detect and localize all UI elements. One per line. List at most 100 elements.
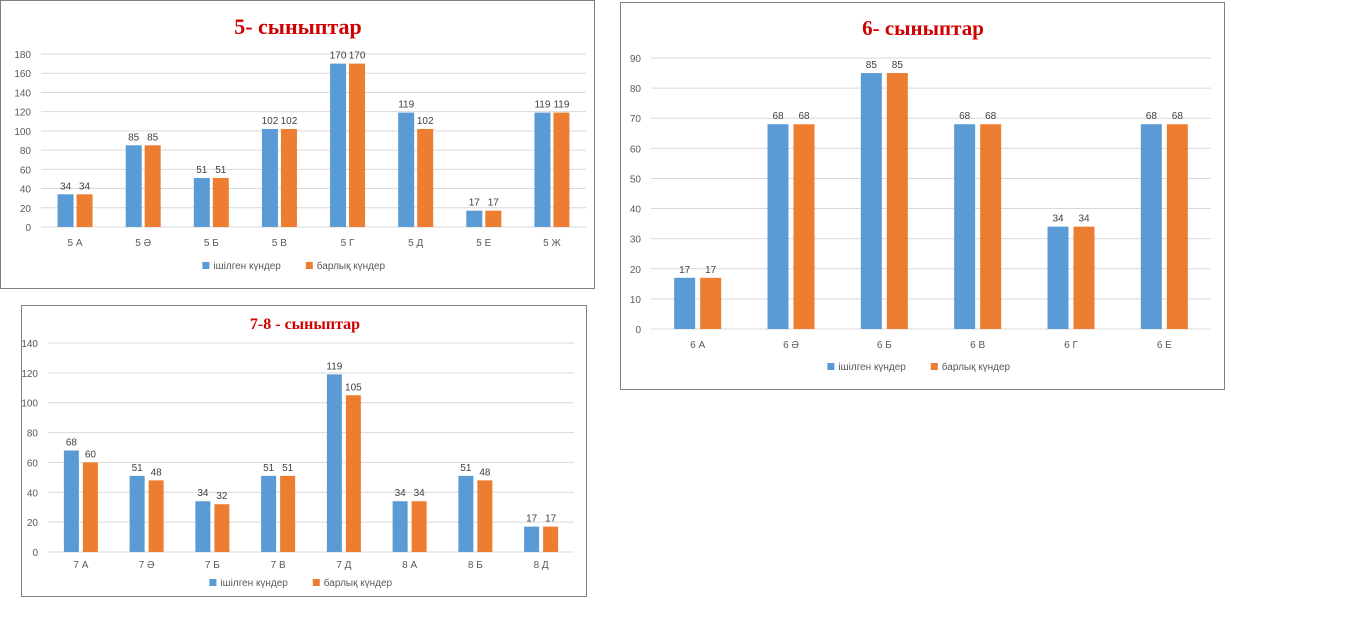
legend-label-series1: ішілген күндер: [213, 261, 281, 272]
chart-svg-grade-5: 5- сыныптар 0 20 40 60 80 100 120 140 160 180 34 34 5…: [14, 14, 586, 272]
y-tick-label: 40: [630, 205, 642, 216]
bar-series1: [57, 194, 74, 227]
data-label: 34: [414, 488, 426, 499]
bar-series2: [980, 124, 1002, 329]
data-label: 34: [60, 181, 72, 192]
bar-series2: [485, 210, 502, 227]
bar-series1: [125, 145, 142, 227]
bar-series1: [398, 112, 415, 227]
bar-series1: [330, 63, 347, 227]
data-label: 102: [262, 116, 279, 127]
y-tick-label: 80: [20, 146, 32, 157]
x-category-label: 6 В: [970, 340, 985, 351]
x-category-label: 5 Б: [204, 238, 219, 249]
data-label: 51: [132, 463, 144, 474]
y-tick-label: 20: [630, 265, 642, 276]
bar-series2: [477, 480, 493, 552]
chart-panel-grade-5: 5- сыныптар 0 20 40 60 80 100 120 140 160 180 34 34 5…: [0, 0, 595, 289]
bar-series2: [76, 194, 93, 227]
y-tick-label: 90: [630, 54, 642, 65]
data-label: 102: [281, 116, 298, 127]
y-tick-label: 100: [22, 399, 38, 410]
data-label: 85: [147, 132, 159, 143]
bar-series2: [417, 128, 434, 227]
data-label: 170: [330, 51, 347, 62]
data-label: 85: [128, 132, 140, 143]
bar-series1: [326, 374, 342, 552]
bar-series1: [458, 475, 474, 552]
data-label: 102: [417, 116, 434, 127]
y-tick-label: 140: [22, 339, 38, 350]
x-category-label: 8 Д: [534, 560, 549, 571]
legend-label-series1: ішілген күндер: [220, 578, 288, 589]
legend-label-series1: ішілген күндер: [838, 362, 906, 373]
bar-series2: [214, 504, 230, 552]
y-tick-label: 160: [14, 69, 31, 80]
legend-label-series2: барлық күндер: [942, 361, 1011, 373]
y-tick-label: 0: [25, 223, 31, 234]
x-category-label: 6 Г: [1064, 340, 1078, 351]
bar-series1: [954, 124, 976, 329]
y-tick-label: 20: [27, 518, 39, 529]
bar-series2: [411, 501, 427, 552]
data-label: 51: [215, 165, 227, 176]
y-tick-label: 100: [14, 127, 31, 138]
bar-series1: [193, 177, 210, 227]
bar-series1: [261, 475, 277, 552]
chart-svg-grade-6: 6- сыныптар 0 10 20 30 40 50 60 70 80 90 17 17 6 А 68 6…: [630, 16, 1211, 373]
data-label: 17: [488, 198, 500, 209]
x-category-label: 7 Д: [336, 560, 351, 571]
data-label: 17: [679, 265, 691, 276]
x-category-label: 5 Ә: [135, 238, 151, 249]
y-tick-label: 120: [14, 108, 31, 119]
y-tick-label: 60: [630, 144, 642, 155]
y-tick-label: 60: [20, 165, 32, 176]
x-category-label: 7 Ә: [139, 560, 155, 571]
bar-series2: [82, 462, 98, 552]
data-label: 17: [469, 198, 481, 209]
bar-series1: [392, 501, 408, 552]
legend-swatch-series1: [209, 579, 217, 586]
bar-series2: [148, 480, 164, 552]
data-label: 119: [398, 100, 414, 111]
data-label: 34: [1052, 214, 1064, 225]
x-category-label: 5 А: [68, 238, 83, 249]
data-label: 32: [216, 491, 228, 502]
y-tick-label: 50: [630, 174, 642, 185]
legend-swatch-series2: [305, 262, 313, 269]
y-tick-label: 20: [20, 204, 32, 215]
bar-series1: [1140, 124, 1162, 329]
bar-series2: [886, 73, 908, 329]
chart-title: 7-8 - сыныптар: [250, 316, 360, 333]
x-category-label: 6 Б: [877, 340, 892, 351]
chart-panel-grade-7-8: 7-8 - сыныптар 0 20 40 60 80 100 120 140 68 60 7 А 5…: [21, 305, 587, 597]
data-label: 17: [705, 265, 717, 276]
data-label: 85: [866, 60, 878, 71]
data-label: 48: [151, 467, 163, 478]
bar-series2: [349, 63, 366, 227]
bar-series2: [700, 277, 722, 329]
y-tick-label: 60: [27, 458, 39, 469]
bar-series2: [212, 177, 229, 227]
data-label: 119: [553, 100, 569, 111]
bar-series1: [524, 526, 540, 552]
x-category-label: 7 Б: [205, 560, 220, 571]
bar-series2: [793, 124, 815, 329]
y-tick-label: 0: [32, 548, 38, 559]
data-label: 119: [534, 100, 550, 111]
bar-series2: [345, 395, 361, 552]
data-label: 68: [1146, 111, 1158, 122]
data-label: 68: [66, 437, 78, 448]
data-label: 68: [959, 111, 971, 122]
data-label: 51: [282, 463, 294, 474]
data-label: 170: [349, 51, 366, 62]
data-label: 51: [263, 463, 275, 474]
data-label: 51: [460, 463, 472, 474]
data-label: 105: [345, 382, 362, 393]
legend-swatch-series2: [930, 363, 938, 370]
data-label: 119: [326, 361, 342, 372]
x-category-label: 5 Г: [341, 238, 355, 249]
data-label: 17: [545, 514, 557, 525]
data-label: 17: [526, 514, 538, 525]
bar-series2: [280, 475, 296, 552]
